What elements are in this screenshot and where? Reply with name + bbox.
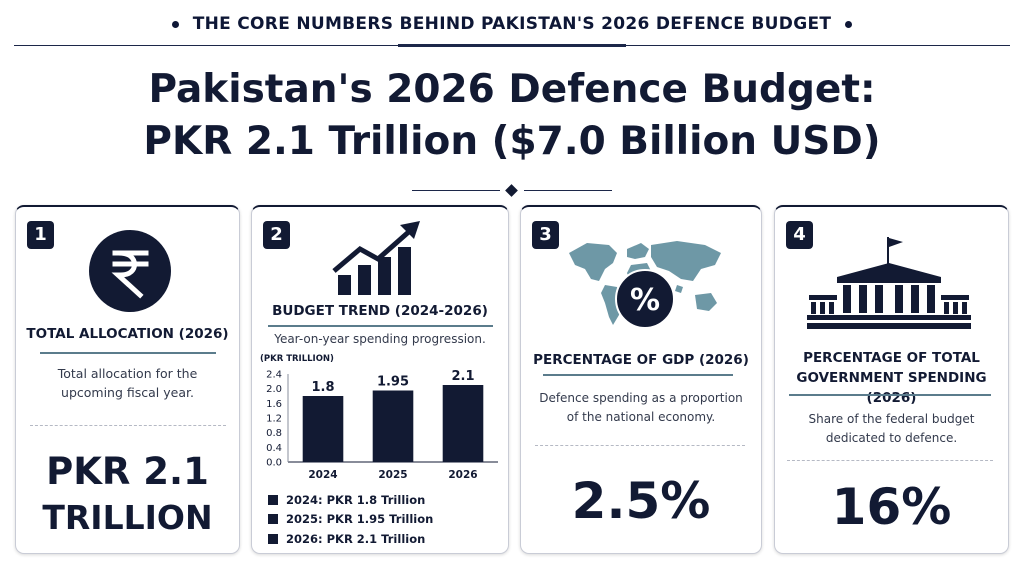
gdp-percentage-value: 2.5% [571,472,711,530]
dashed-divider [30,425,226,426]
chart-bar [302,396,344,462]
card-heading: TOTAL ALLOCATION (2026) [26,326,229,342]
card-percentage-spending: 4 PERCENTAGE OF TOTAL GOVERNMENT [774,205,1009,554]
card-number-badge: 1 [27,221,54,249]
government-building-icon [807,237,971,329]
legend-label: 2026: PKR 2.1 Trillion [286,531,426,546]
description-line-2: upcoming fiscal year. [61,385,194,400]
page-title: Pakistan's 2026 Defence Budget: PKR 2.1 … [0,64,1024,168]
heading-line-1: PERCENTAGE OF TOTAL [803,350,980,366]
heading-underline [268,325,493,327]
percent-symbol: % [630,283,660,318]
chart-y-tick-label: 0.4 [266,443,282,454]
chart-y-tick-label: 0.8 [266,428,282,439]
value-line-2: TRILLION [42,498,213,537]
value-line-1: PKR 2.1 [46,450,209,493]
legend-swatch [268,514,278,525]
world-map-percent-icon: % [569,241,721,329]
chart-y-tick-label: 2.0 [266,384,282,395]
legend-label: 2025: PKR 1.95 Trillion [286,512,434,527]
card-description: Total allocation for the upcoming fiscal… [16,364,239,402]
description-line-2: of the national economy. [566,410,716,424]
legend-label: 2024: PKR 1.8 Trillion [286,492,426,507]
heading-underline [789,394,991,396]
card-description: Share of the federal budget dedicated to… [775,410,1008,448]
heading-underline [543,374,733,376]
chart-x-tick-label: 2024 [308,469,337,481]
card-number-badge: 3 [532,221,559,249]
banner-divider-accent [398,44,626,47]
card-total-allocation: 1 TOTAL ALLOCATION (2026) Total allocati… [15,205,240,554]
title-divider-left [412,190,500,191]
chart-x-tick-label: 2025 [378,469,407,481]
card-number-badge: 2 [263,221,290,249]
legend-item: 2026: PKR 2.1 Trillion [268,529,433,549]
budget-trend-chart: (PKR TRILLION) 2.4 2.0 1.6 1.2 0.8 0.4 0.0 1.8… [260,354,498,481]
card-description: Year-on-year spending progression. [274,332,486,346]
legend-swatch [268,494,278,505]
chart-data-label: 2.1 [451,369,474,384]
chart-y-tick-label: 1.6 [266,399,282,410]
total-allocation-value: PKR 2.1 TRILLION [16,449,239,541]
chart-legend: 2024: PKR 1.8 Trillion 2025: PKR 1.95 Tr… [268,490,433,549]
banner-bullet-left [171,20,179,28]
card-description: Defence spending as a proportion of the … [521,389,761,427]
rupee-icon [89,230,171,312]
card-heading: PERCENTAGE OF GDP (2026) [533,352,749,368]
title-line-2: PKR 2.1 Trillion ($7.0 Billion USD) [143,119,881,164]
card-heading: BUDGET TREND (2024-2026) [272,303,488,319]
description-line-1: Defence spending as a proportion [539,391,743,405]
banner-text: THE CORE NUMBERS BEHIND PAKISTAN'S 2026 … [192,14,832,34]
government-spending-value: 16% [831,478,952,536]
growth-chart-icon [332,221,420,295]
chart-y-axis-label: (PKR TRILLION) [260,354,334,364]
chart-data-label: 1.95 [377,375,409,390]
top-banner: THE CORE NUMBERS BEHIND PAKISTAN'S 2026 … [0,8,1024,40]
heading-underline [40,352,216,354]
dashed-divider [787,460,993,461]
chart-y-tick-label: 1.2 [266,414,282,425]
chart-bar [442,385,484,462]
chart-data-label: 1.8 [311,380,334,395]
chart-x-tick-label: 2026 [448,469,477,481]
legend-item: 2025: PKR 1.95 Trillion [268,510,433,530]
legend-item: 2024: PKR 1.8 Trillion [268,490,433,510]
description-line-1: Total allocation for the [57,366,198,381]
chart-bar [372,390,414,462]
banner-bullet-right [845,20,853,28]
heading-line-2: GOVERNMENT SPENDING (2026) [796,370,987,406]
legend-swatch [268,533,278,544]
title-line-1: Pakistan's 2026 Defence Budget: [148,67,876,112]
title-diamond-icon [505,184,518,197]
card-budget-trend: 2 BUDGET TREND (2024-2026) Year-on-year … [251,205,509,554]
card-number-badge: 4 [786,221,813,249]
chart-y-tick-label: 0.0 [266,458,282,469]
card-heading: PERCENTAGE OF TOTAL GOVERNMENT SPENDING … [775,348,1008,408]
card-percentage-gdp: 3 % PERCENTAGE OF GDP (2026) Defence spe… [520,205,762,554]
description-line-2: dedicated to defence. [825,431,958,445]
title-divider-right [524,190,612,191]
dashed-divider [535,445,745,446]
chart-y-tick-label: 2.4 [266,370,282,381]
description-line-1: Share of the federal budget [808,412,975,426]
